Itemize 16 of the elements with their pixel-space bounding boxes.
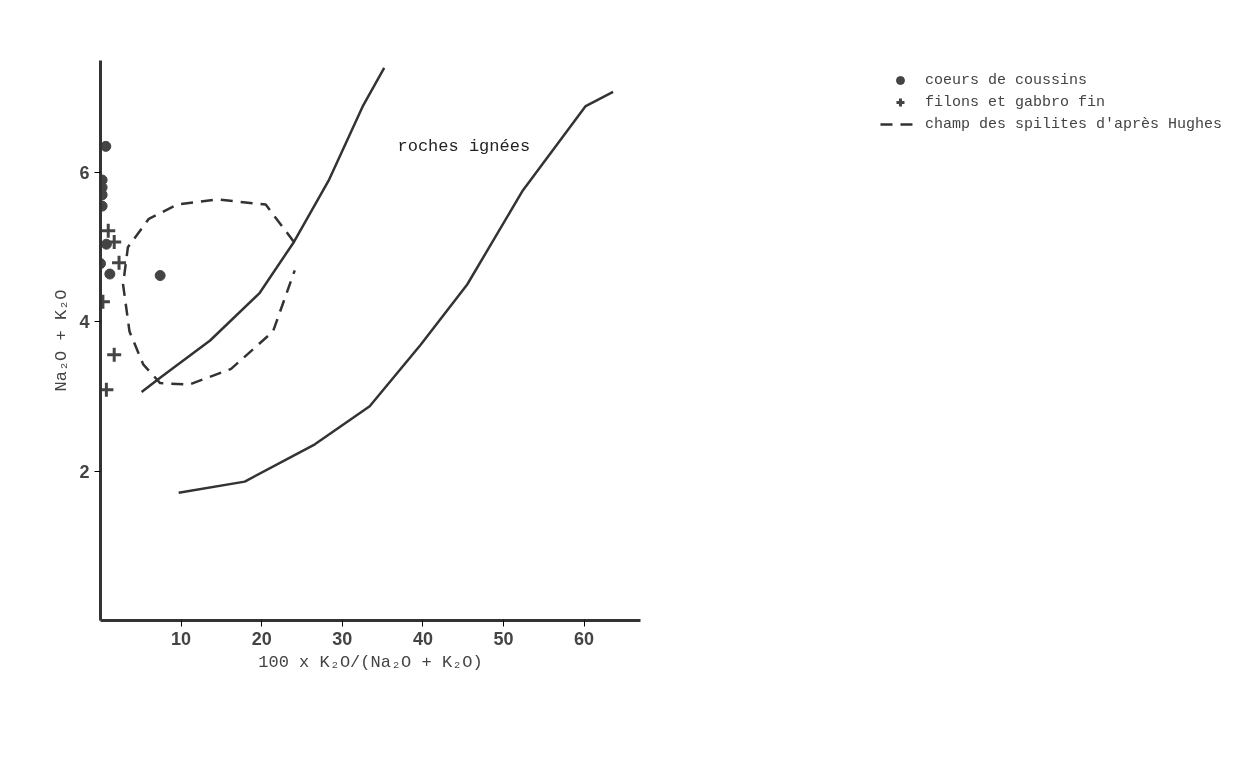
legend-label: champ des spilites d'après Hughes: [924, 115, 1223, 133]
x-tick-label: 40: [412, 628, 433, 649]
y-tick-label: 2: [79, 461, 90, 482]
legend-label: filons et gabbro fin: [924, 93, 1105, 111]
y-tick-label: 4: [79, 312, 90, 333]
x-tick-label: 50: [493, 628, 514, 649]
x-tick-label: 60: [574, 628, 595, 649]
y-axis-title: Na₂O + K₂O: [52, 289, 72, 392]
x-tick-label: 10: [171, 628, 192, 649]
legend-label: coeurs de coussins: [924, 71, 1087, 89]
x-tick-label: 30: [332, 628, 353, 649]
x-axis-title: 100 x K₂O/(Na₂O + K₂O): [258, 652, 483, 672]
y-tick-label: 6: [79, 163, 90, 183]
x-tick-label: 20: [251, 628, 272, 649]
line-series: [177, 90, 615, 495]
annotation: roches ignées: [397, 136, 531, 156]
